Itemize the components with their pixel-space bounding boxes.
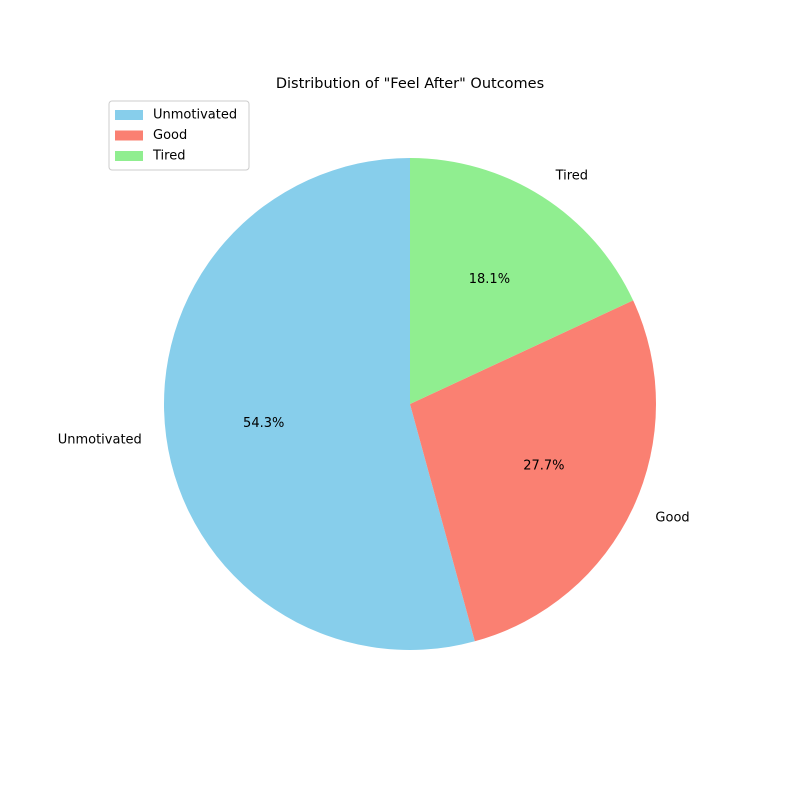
pie-slices xyxy=(164,158,656,650)
legend-label-good: Good xyxy=(153,128,187,143)
pie-label-tired: Tired xyxy=(555,168,588,183)
pie-label-unmotivated: Unmotivated xyxy=(58,432,142,447)
legend-items: Unmotivated Good Tired xyxy=(115,108,237,164)
legend-label-tired: Tired xyxy=(152,149,185,164)
legend-swatch-good xyxy=(115,130,143,141)
pie-labels: 54.3% Unmotivated 27.7% Good 18.1% Tired xyxy=(58,168,690,525)
legend: Unmotivated Good Tired xyxy=(108,100,250,171)
pie-slice-good xyxy=(410,300,656,642)
legend-swatch-unmotivated xyxy=(115,110,143,120)
legend-frame xyxy=(108,100,250,171)
legend-swatch-tired xyxy=(115,151,143,161)
pie-pct-label-tired: 18.1% xyxy=(469,272,510,287)
pie-label-good: Good xyxy=(655,510,689,525)
pie-pct-label-good: 27.7% xyxy=(523,459,564,474)
legend-label-unmotivated: Unmotivated xyxy=(153,108,237,123)
pie-slice-tired xyxy=(410,158,634,404)
pie-slice-unmotivated xyxy=(164,158,475,650)
chart-title: Distribution of "Feel After" Outcomes xyxy=(276,76,544,92)
pie-pct-label-unmotivated: 54.3% xyxy=(243,416,284,431)
